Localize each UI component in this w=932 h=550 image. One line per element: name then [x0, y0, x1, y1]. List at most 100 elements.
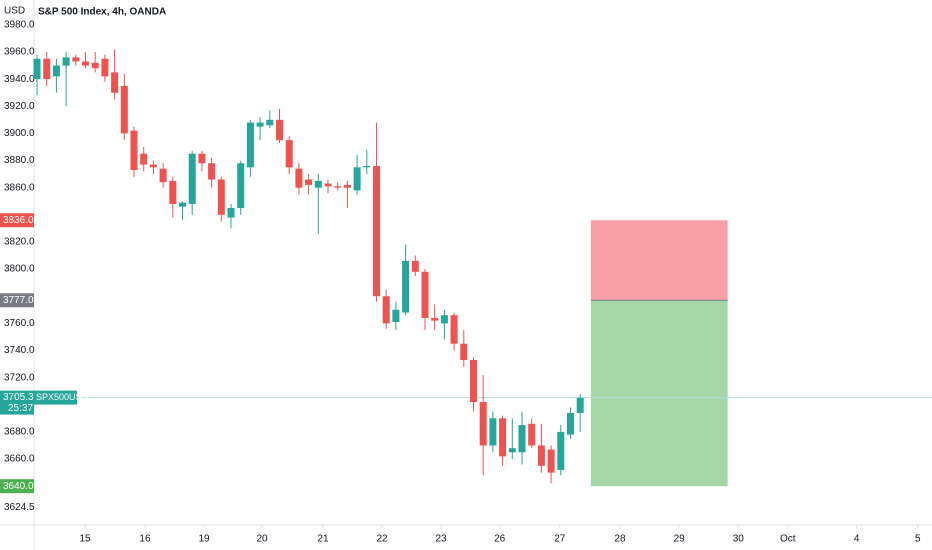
candle-body	[499, 418, 507, 457]
candle-body	[179, 202, 187, 207]
x-tick-label: 15	[79, 534, 91, 545]
x-tick-label: 21	[317, 534, 329, 545]
candle-body	[431, 317, 439, 321]
candle-body	[159, 168, 167, 183]
y-tick-label: 3860.0	[4, 182, 35, 193]
candle-body	[508, 448, 516, 453]
candle-body	[130, 130, 138, 171]
price-label: 3640.0	[3, 481, 34, 492]
x-tick-label: 27	[554, 534, 566, 545]
price-label-bg	[0, 479, 34, 494]
x-tick-label: 23	[435, 534, 447, 545]
y-tick-label: 3940.0	[4, 74, 35, 85]
y-tick-label: 3800.0	[4, 264, 35, 275]
candle-body	[450, 315, 458, 344]
candle-body	[353, 167, 361, 191]
candle-body	[266, 119, 274, 126]
x-tick-label: 20	[256, 534, 268, 545]
candle-body	[363, 165, 371, 168]
candle-body	[72, 57, 80, 62]
candle-body	[566, 412, 574, 435]
candle-body	[256, 122, 264, 127]
symbol-label: SPX500USD	[36, 392, 89, 402]
candle-body	[169, 180, 177, 204]
candle-body	[557, 431, 565, 470]
x-tick-label: 5	[915, 534, 921, 545]
candle-body	[547, 449, 555, 473]
candle-body	[295, 168, 303, 188]
candle-body	[528, 423, 536, 446]
candle-body	[411, 260, 419, 272]
y-tick-label: 3880.0	[4, 155, 35, 166]
x-tick-label: 4	[854, 534, 860, 545]
y-tick-label: 3660.0	[4, 454, 35, 465]
countdown: 25:37	[8, 403, 33, 414]
candle-body	[208, 163, 216, 180]
symbol-bg	[34, 390, 77, 405]
candle-body	[537, 445, 545, 466]
y-tick-label: 3680.0	[4, 427, 35, 438]
x-tick-label: 26	[494, 534, 506, 545]
chart-title: S&P 500 Index, 4h, OANDA	[38, 7, 166, 18]
price-label-bg	[0, 213, 34, 228]
candle-body	[324, 183, 332, 187]
candle-body	[275, 119, 283, 141]
last-price-bg	[0, 390, 34, 415]
candle-body	[149, 164, 157, 168]
y-tick-label: 3760.0	[4, 318, 35, 329]
candle-body	[237, 163, 245, 209]
candle-body	[227, 208, 235, 218]
y-tick-label: 3960.0	[4, 47, 35, 58]
candle-body	[479, 402, 487, 446]
candle-body	[198, 153, 206, 164]
candle-body	[140, 153, 148, 165]
x-tick-label: Oct	[780, 534, 796, 545]
candle-body	[62, 57, 70, 66]
price-label: 3777.0	[3, 295, 34, 306]
candle-body	[91, 62, 99, 69]
x-tick-label: 19	[198, 534, 210, 545]
x-tick-label: 29	[674, 534, 686, 545]
candle-body	[246, 122, 254, 168]
candle-body	[314, 180, 322, 188]
candle-body	[120, 85, 128, 134]
candle-body	[469, 359, 477, 403]
candle-body	[576, 397, 584, 413]
candle-body	[305, 179, 313, 185]
price-label: 3836.0	[3, 215, 34, 226]
candle-body	[392, 309, 400, 323]
candle-body	[82, 61, 90, 66]
candle-body	[518, 425, 526, 453]
last-price-label: 3705.3	[3, 392, 34, 403]
candle-body	[101, 58, 109, 77]
candle-body	[188, 153, 196, 204]
stop-zone	[590, 220, 728, 301]
y-tick-label: 3900.0	[4, 128, 35, 139]
y-tick-label: 3624.5	[4, 502, 35, 513]
x-tick-label: 28	[614, 534, 626, 545]
candle-body	[43, 58, 51, 80]
candle-body	[460, 343, 468, 360]
candle-body	[489, 418, 497, 446]
candle-body	[33, 58, 41, 80]
candle-body	[285, 140, 293, 168]
candle-body	[440, 315, 448, 324]
candle-body	[372, 165, 380, 297]
candle-body	[334, 186, 342, 188]
y-tick-label: 3720.0	[4, 372, 35, 383]
x-tick-label: 16	[139, 534, 151, 545]
y-tick-label: 3820.0	[4, 237, 35, 248]
candle-body	[217, 179, 225, 215]
candle-body	[421, 271, 429, 318]
target-zone	[590, 300, 728, 487]
currency: USD	[4, 6, 25, 17]
y-tick-label: 3740.0	[4, 345, 35, 356]
candle-body	[52, 65, 60, 77]
candle-body	[382, 296, 390, 324]
x-tick-label: 30	[733, 534, 745, 545]
candle-body	[343, 184, 351, 188]
x-tick-label: 22	[376, 534, 388, 545]
price-label-bg	[0, 293, 34, 308]
